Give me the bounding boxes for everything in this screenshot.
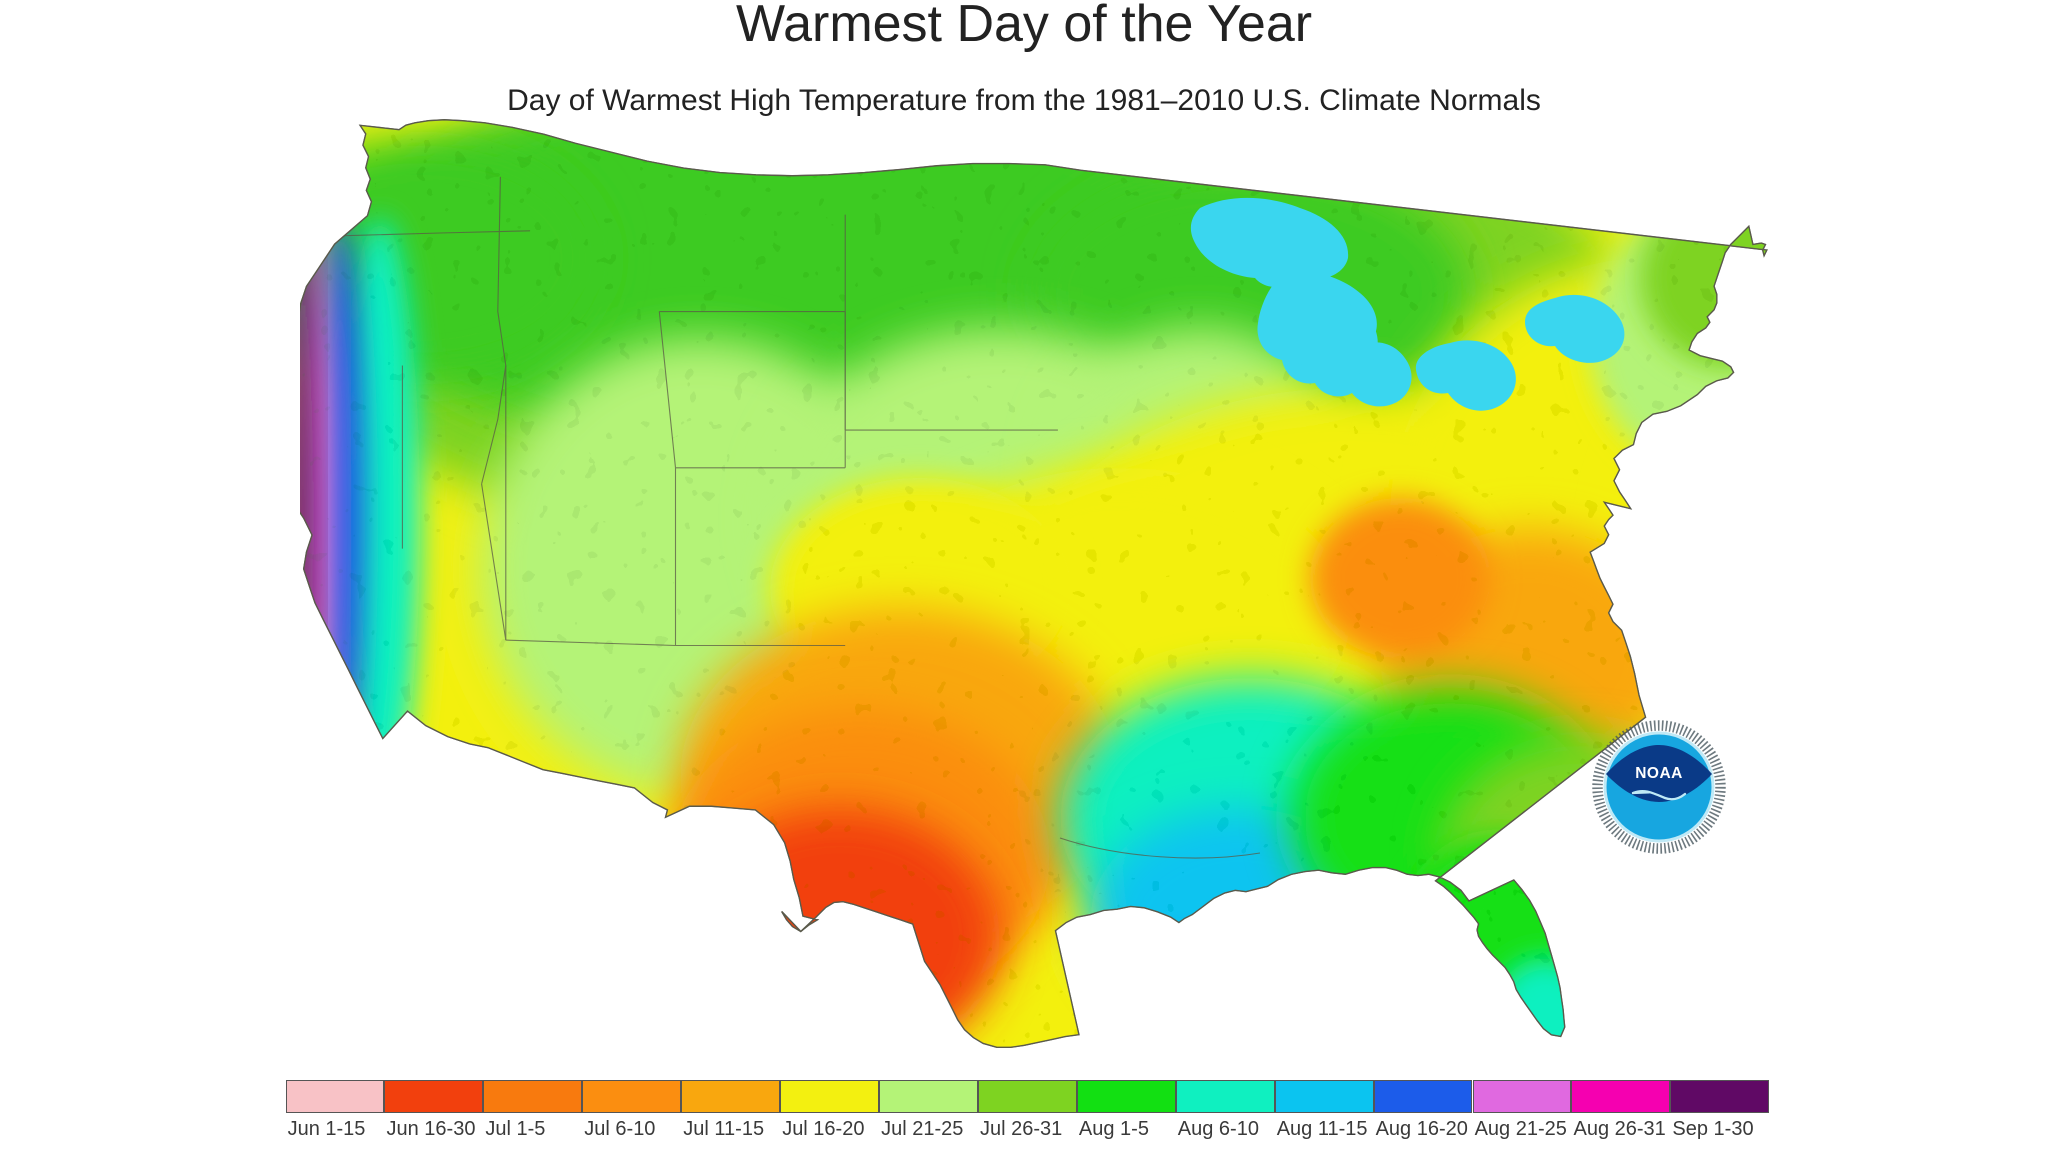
svg-text:NOAA: NOAA [1635,765,1683,782]
